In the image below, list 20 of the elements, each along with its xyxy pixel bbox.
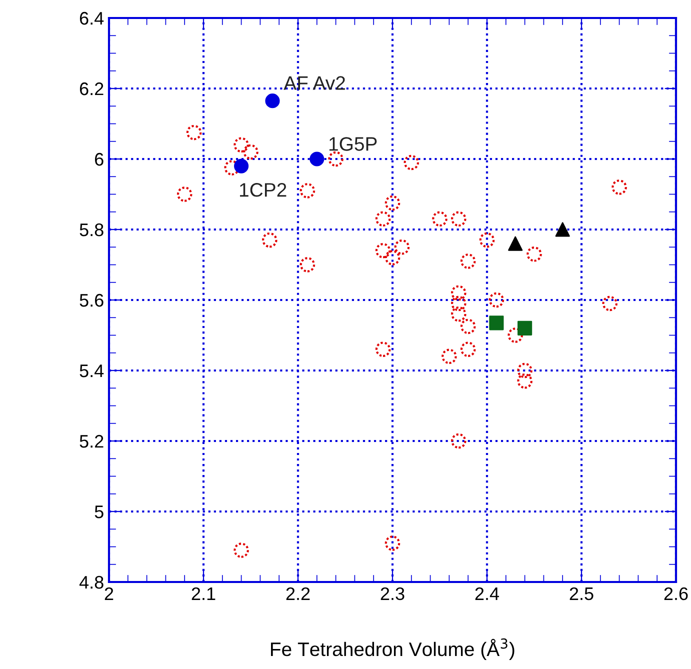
y-tick-label: 6.2 [80, 82, 104, 96]
y-tick-label: 5.2 [80, 434, 104, 448]
y-tick-label: 6 [95, 152, 104, 166]
x-tick-label: 2 [104, 587, 114, 600]
annotation: 1G5P [329, 137, 377, 151]
x-axis-title: Fe Tetrahedron Volume (Å$^{3}$) [271, 638, 514, 660]
y-tick-label: 6.4 [80, 12, 104, 25]
x-tick-label: 2.5 [570, 587, 594, 600]
y-tick-label: 4.8 [79, 576, 104, 589]
y-tick-label: 5 [94, 506, 104, 518]
x-tick-label: 2.1 [192, 587, 216, 600]
x-tick-label: 2.4 [475, 587, 500, 600]
x-tick-label: 2.3 [380, 587, 404, 600]
x-tick-label: 2.6 [664, 587, 688, 600]
x-tick-label: 2.2 [286, 587, 310, 600]
y-tick-label: 5.6 [80, 294, 104, 307]
y-tick-label: 5.8 [80, 223, 104, 236]
annotation: 1CP2 [240, 183, 286, 197]
y-tick-label: 5.4 [80, 364, 104, 378]
annotation: AF Av2 [284, 76, 345, 90]
